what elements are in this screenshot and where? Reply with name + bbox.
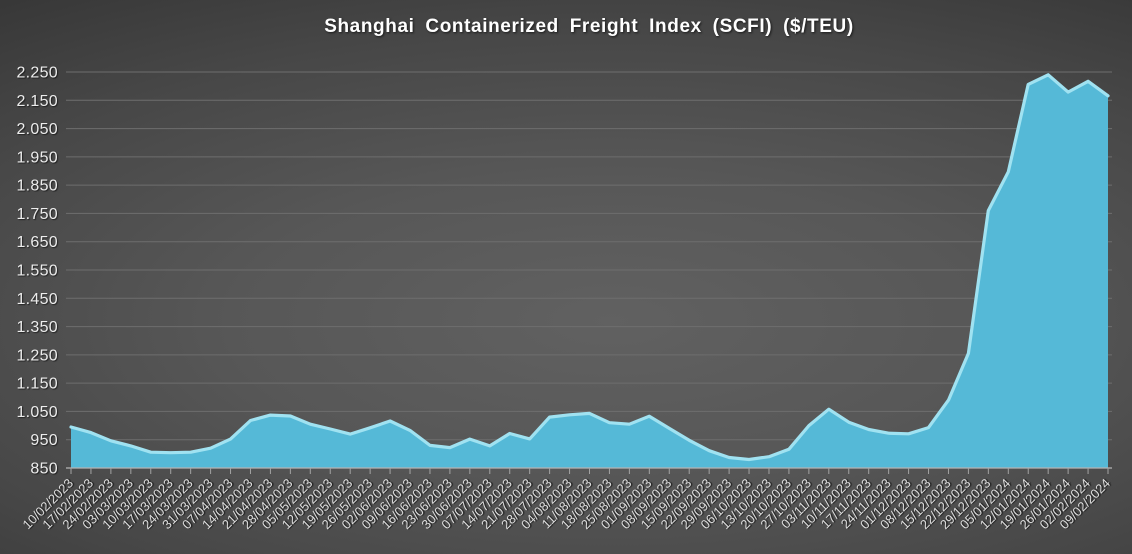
y-axis-label: 950 [30,432,58,449]
area-series [71,74,1108,469]
y-axis-label: 2.250 [16,65,58,82]
y-axis-label: 1.550 [16,263,58,280]
y-axis-label: 850 [30,461,58,478]
y-axis-label: 1.050 [16,404,58,421]
y-axis-label: 1.750 [16,206,58,223]
y-axis-label: 2.150 [16,93,58,110]
y-axis-label: 1.250 [16,347,58,364]
y-axis-label: 1.950 [16,149,58,166]
y-axis-label: 2.050 [16,121,58,138]
y-axis-label: 1.350 [16,319,58,336]
chart-title: Shanghai Containerized Freight Index (SC… [324,16,854,37]
y-axis-label: 1.450 [16,291,58,308]
area-edge [69,73,1110,462]
y-axis-label: 1.650 [16,234,58,251]
y-axis-label: 1.150 [16,376,58,393]
y-axis-label: 1.850 [16,178,58,195]
